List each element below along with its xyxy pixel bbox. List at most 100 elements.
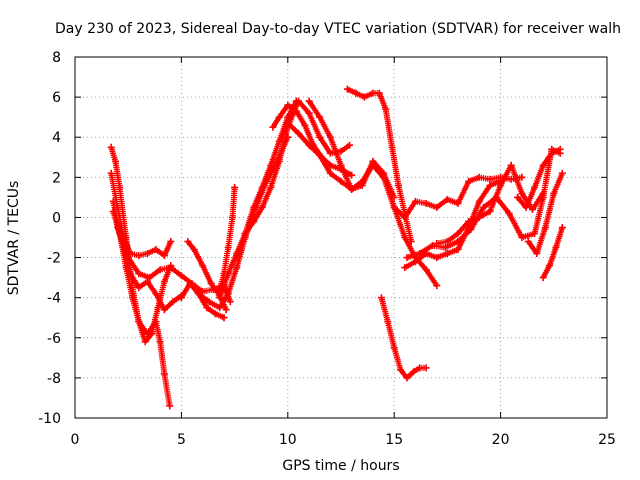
series-arc-9	[216, 97, 300, 302]
data-point	[166, 402, 174, 410]
data-point	[422, 199, 430, 207]
data-point	[135, 252, 143, 260]
data-point	[326, 169, 334, 177]
data-point	[216, 294, 224, 302]
data-point	[524, 238, 532, 245]
data-point	[250, 203, 258, 211]
data-point	[207, 280, 215, 288]
x-tick-label: 0	[71, 432, 80, 448]
data-point	[390, 203, 398, 211]
data-point	[465, 218, 473, 225]
data-point	[152, 290, 160, 298]
data-point	[111, 157, 119, 165]
data-point	[518, 189, 526, 197]
data-point	[539, 161, 547, 169]
data-point	[337, 147, 345, 155]
data-point	[284, 119, 292, 127]
series-arc-22	[524, 169, 566, 257]
data-point	[454, 199, 462, 207]
data-point	[258, 183, 266, 191]
data-point	[539, 189, 547, 197]
data-point	[518, 234, 526, 241]
data-point	[390, 344, 398, 352]
data-point	[135, 284, 143, 292]
data-point	[422, 266, 430, 274]
data-point	[380, 173, 388, 181]
data-point	[146, 274, 153, 282]
data-point	[160, 370, 168, 378]
data-point	[375, 89, 383, 97]
data-point	[177, 294, 185, 302]
data-point	[267, 161, 275, 169]
plot-frame	[74, 56, 608, 419]
data-point	[403, 374, 411, 382]
y-tick-label: -6	[47, 331, 61, 347]
data-point	[194, 290, 202, 298]
data-point	[156, 338, 164, 346]
data-point	[154, 304, 162, 312]
series-arc-16	[377, 294, 430, 382]
data-point	[412, 258, 419, 266]
data-point	[443, 195, 451, 203]
data-point	[348, 171, 356, 179]
data-point	[326, 133, 334, 141]
y-tick-label: 0	[52, 210, 61, 226]
data-point	[507, 161, 515, 169]
data-point	[167, 238, 175, 245]
data-point	[326, 149, 334, 157]
data-point	[269, 123, 277, 131]
series-arc-11	[241, 97, 353, 237]
data-point	[454, 246, 462, 253]
data-point	[529, 205, 536, 213]
y-tick-label: -4	[47, 291, 61, 307]
data-point	[167, 264, 175, 272]
data-point	[465, 177, 473, 185]
data-point	[275, 137, 283, 145]
data-point	[546, 262, 553, 270]
data-point	[401, 264, 409, 272]
x-tick-label: 20	[492, 432, 510, 448]
data-point	[143, 330, 151, 338]
data-point	[190, 246, 198, 253]
data-point	[160, 306, 168, 314]
y-tick-label: -2	[47, 251, 61, 267]
data-point	[226, 298, 234, 306]
series-arc-20	[433, 161, 547, 247]
data-point	[107, 143, 115, 151]
data-point	[403, 254, 411, 262]
data-point	[433, 203, 441, 211]
data-point	[407, 238, 415, 245]
data-point	[258, 203, 266, 211]
data-point	[107, 169, 115, 177]
series-arc-23	[539, 224, 566, 282]
data-point	[301, 121, 309, 129]
data-point	[395, 181, 402, 189]
data-point	[443, 238, 451, 245]
data-point	[514, 193, 522, 201]
data-point	[558, 169, 566, 177]
data-point	[384, 318, 392, 326]
data-point	[443, 250, 451, 257]
data-point	[231, 183, 239, 191]
data-point	[467, 226, 475, 233]
data-point	[433, 240, 441, 247]
data-point	[531, 230, 539, 237]
data-point	[316, 151, 324, 159]
data-point	[241, 230, 249, 237]
x-tick-label: 25	[598, 432, 616, 448]
data-point	[409, 368, 417, 376]
data-point	[126, 270, 134, 278]
series-layer	[107, 85, 566, 410]
data-point	[116, 183, 124, 191]
data-point	[422, 364, 430, 372]
data-point	[558, 224, 566, 231]
data-point	[199, 262, 207, 270]
data-point	[497, 181, 505, 189]
data-point	[305, 141, 313, 149]
data-point	[275, 157, 283, 165]
series-markers	[108, 144, 174, 345]
data-point	[294, 129, 302, 137]
axis-ticks: 0 5 10 15 20 25 -10 -8 -6 -4 -2 0 2 4 6 8	[38, 50, 616, 448]
data-point	[305, 109, 313, 117]
x-tick-label: 15	[385, 432, 403, 448]
